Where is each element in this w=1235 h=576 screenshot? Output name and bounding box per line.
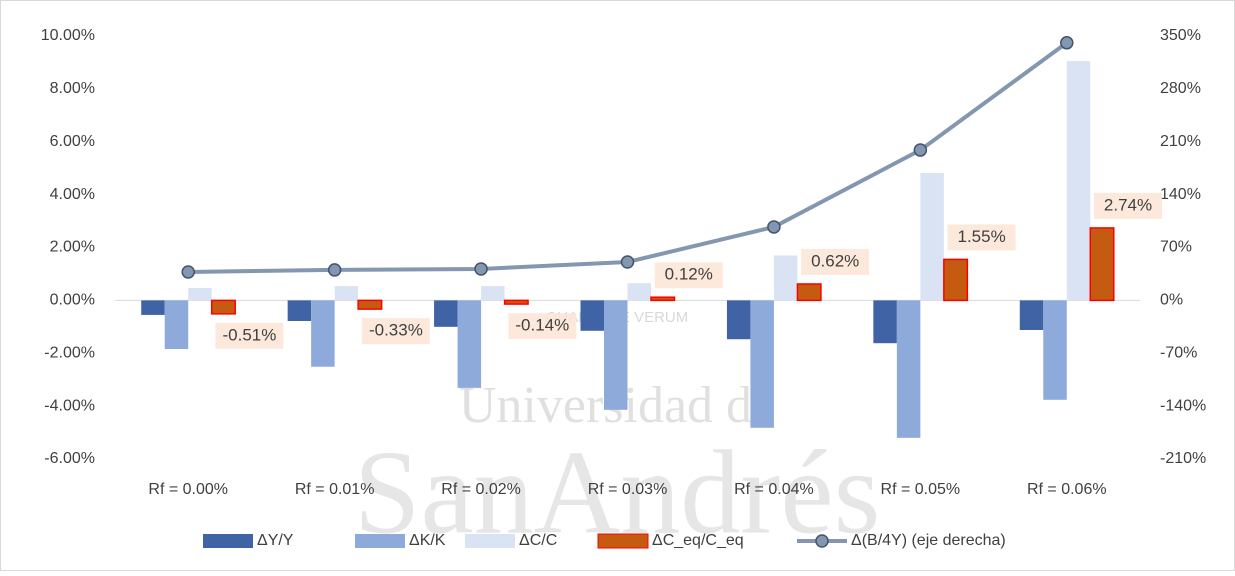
bar [311, 300, 335, 367]
bar [287, 300, 312, 321]
y-tick-label: -4.00% [44, 397, 95, 414]
line-marker [327, 263, 342, 277]
data-label-bg [947, 224, 1016, 251]
data-label: 2.74% [1104, 195, 1152, 214]
y-tick-label: 4.00% [50, 186, 95, 203]
data-label-bg [215, 322, 284, 349]
bar [943, 258, 969, 302]
line-marker [913, 143, 928, 157]
legend-label: Δ(B/4Y) (eje derecha) [851, 532, 1006, 549]
legend-label: ΔC/C [519, 532, 557, 549]
data-label-bg [654, 262, 723, 289]
legend-label: ΔY/Y [257, 532, 294, 549]
y-tick-label: 8.00% [50, 80, 95, 97]
bar [920, 172, 944, 301]
legend-swatch [465, 534, 515, 548]
y-tick-label: 0.00% [50, 292, 95, 309]
legend-swatch [203, 534, 253, 548]
legend-label: ΔK/K [409, 532, 446, 549]
line-marker [1060, 36, 1074, 50]
y2-tick-label: -140% [1160, 397, 1206, 414]
bar [434, 300, 458, 327]
y-tick-label: 2.00% [50, 239, 95, 256]
y2-tick-label: 350% [1160, 27, 1201, 44]
legend-swatch [355, 534, 405, 548]
x-tick-label: Rf = 0.04% [734, 481, 814, 498]
bar [650, 296, 676, 302]
line-marker [181, 265, 195, 279]
x-tick-label: Rf = 0.03% [588, 481, 668, 498]
bar [457, 300, 482, 388]
data-label-bg [1094, 192, 1163, 219]
line-marker [767, 220, 781, 234]
y-tick-label: 10.00% [41, 27, 95, 44]
bar [750, 300, 774, 428]
y2-tick-label: 0% [1160, 292, 1183, 309]
data-label: 0.12% [665, 265, 713, 284]
y-tick-label: 6.00% [50, 133, 95, 150]
data-label-bg [361, 318, 430, 345]
y2-tick-label: -70% [1160, 344, 1197, 361]
bar [210, 299, 236, 315]
bar [357, 299, 383, 310]
data-label: 1.55% [958, 227, 1006, 246]
bar [604, 300, 628, 410]
data-label: -0.14% [515, 316, 569, 335]
legend-swatch [815, 534, 829, 548]
bar [873, 300, 897, 344]
legend-swatch [597, 533, 649, 549]
y2-tick-label: -210% [1160, 450, 1206, 467]
x-tick-label: Rf = 0.01% [295, 481, 375, 498]
x-tick-label: Rf = 0.00% [148, 481, 228, 498]
data-label-bg [508, 313, 577, 340]
x-tick-label: Rf = 0.05% [881, 481, 961, 498]
bar [796, 283, 822, 302]
bar [773, 255, 798, 301]
bar [188, 287, 212, 301]
y2-tick-label: 280% [1160, 80, 1201, 97]
data-label: -0.33% [369, 321, 423, 340]
bar [481, 286, 505, 301]
bar [1066, 61, 1091, 301]
bar [627, 283, 651, 301]
x-tick-label: Rf = 0.06% [1027, 481, 1107, 498]
data-label: -0.51% [223, 325, 277, 344]
bar [726, 300, 751, 340]
line-marker [620, 255, 635, 269]
bar [164, 300, 189, 350]
bar [1019, 300, 1044, 330]
bar [1043, 300, 1067, 400]
bar [141, 300, 165, 315]
y2-tick-label: 140% [1160, 186, 1201, 203]
y-tick-label: -2.00% [44, 344, 95, 361]
bar [334, 286, 359, 301]
bar [580, 300, 604, 331]
y-tick-label: -6.00% [44, 450, 95, 467]
x-tick-label: Rf = 0.02% [441, 481, 521, 498]
data-label-bg [801, 248, 870, 275]
y2-tick-label: 210% [1160, 133, 1201, 150]
bar [1089, 227, 1115, 302]
line-marker [474, 262, 488, 276]
data-label: 0.62% [811, 251, 859, 270]
bar [503, 299, 529, 305]
y2-tick-label: 70% [1160, 239, 1192, 256]
legend-label: ΔC_eq/C_eq [652, 532, 744, 549]
bar [896, 300, 921, 438]
